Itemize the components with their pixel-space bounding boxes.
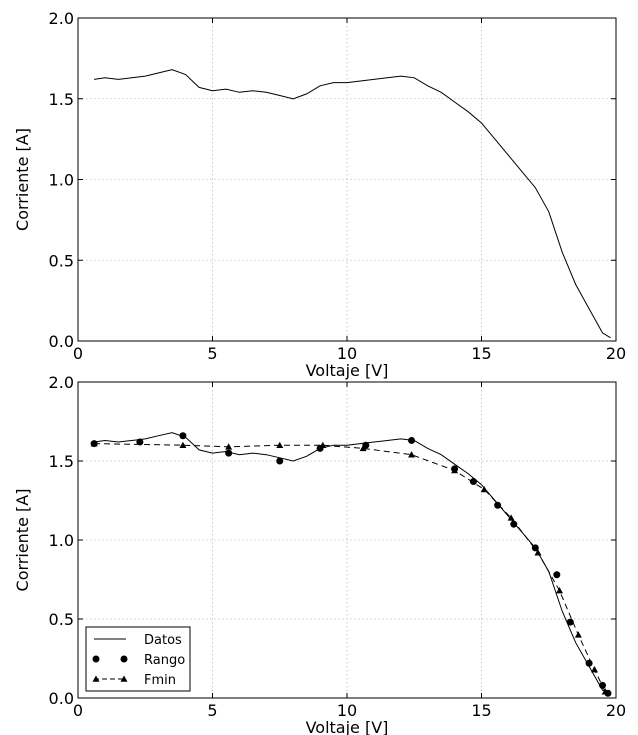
bottom-chart: 0 5 10 15 20 0.0 0.5 1.0 1.5 2.0 Voltaje [V] Corrie… (13, 373, 626, 735)
series-fmin-point (574, 631, 582, 638)
series-fmin-point (534, 549, 542, 556)
y-tick-label: 2.0 (49, 373, 74, 392)
series-rango-point (136, 438, 144, 446)
series-fmin-point (507, 514, 515, 521)
y-tick-label: 1.5 (49, 90, 74, 109)
series-data-line (94, 69, 611, 339)
x-tick-label: 15 (471, 701, 491, 720)
series-fmin-point (590, 666, 598, 673)
y-tick-label: 0.0 (49, 332, 74, 351)
legend-label: Rango (144, 653, 185, 668)
y-tick-label: 2.0 (49, 9, 74, 28)
series-fmin-point (451, 466, 459, 474)
series-rango-point (179, 432, 187, 440)
y-tick-label: 1.0 (49, 171, 74, 190)
series-rango-point (566, 618, 574, 626)
series-fmin-point (408, 451, 416, 458)
series-rango-point (276, 457, 284, 465)
legend-label: Datos (144, 633, 182, 648)
x-tick-label: 10 (337, 344, 357, 363)
y-tick-label: 0.5 (49, 251, 74, 270)
y-tick-label: 1.5 (49, 452, 74, 471)
series-rango-point (469, 478, 477, 486)
series-datos-line (94, 432, 611, 696)
series-fmin-point (90, 440, 98, 447)
series-fmin-point (179, 441, 187, 448)
series-fmin-point (359, 444, 367, 452)
series-fmin-point (276, 441, 284, 448)
series-fmin-point (319, 441, 327, 448)
legend-marker-sample (120, 675, 128, 682)
y-tick-label: 1.0 (49, 531, 74, 550)
x-tick-label: 5 (207, 701, 217, 720)
y-tick-label: 0.5 (49, 610, 74, 629)
x-axis-label: Voltaje [V] (306, 718, 389, 735)
series-rango-point (599, 681, 607, 689)
legend-marker-sample (92, 655, 100, 663)
top-chart: 0 5 10 15 20 0.0 0.5 1.0 1.5 2.0 Voltaje [V] Corrie… (13, 9, 626, 380)
y-axis-label: Corriente [A] (13, 489, 32, 592)
x-tick-label: 10 (337, 701, 357, 720)
x-tick-label: 20 (606, 344, 626, 363)
legend-marker-sample (92, 675, 100, 682)
series-rango-point (225, 449, 233, 457)
y-tick-label: 0.0 (49, 689, 74, 708)
series-fmin-point (601, 688, 609, 695)
legend-label: Fmin (144, 673, 176, 688)
x-axis-label: Voltaje [V] (306, 361, 389, 380)
legend-marker-sample (120, 655, 128, 663)
x-tick-label: 15 (471, 344, 491, 363)
series-rango-point (408, 436, 416, 444)
x-tick-label: 20 (606, 701, 626, 720)
y-axis-label: Corriente [A] (13, 128, 32, 231)
x-tick-label: 5 (207, 344, 217, 363)
series-rango-point (494, 501, 502, 509)
series-rango-point (553, 571, 561, 579)
series-fmin-point (556, 587, 564, 594)
series-fmin-point (225, 443, 233, 450)
x-tick-label: 0 (73, 344, 83, 363)
x-tick-label: 0 (73, 701, 83, 720)
legend-box (85, 626, 191, 692)
series-fmin-point (480, 485, 488, 493)
series-rango-point (510, 520, 518, 528)
